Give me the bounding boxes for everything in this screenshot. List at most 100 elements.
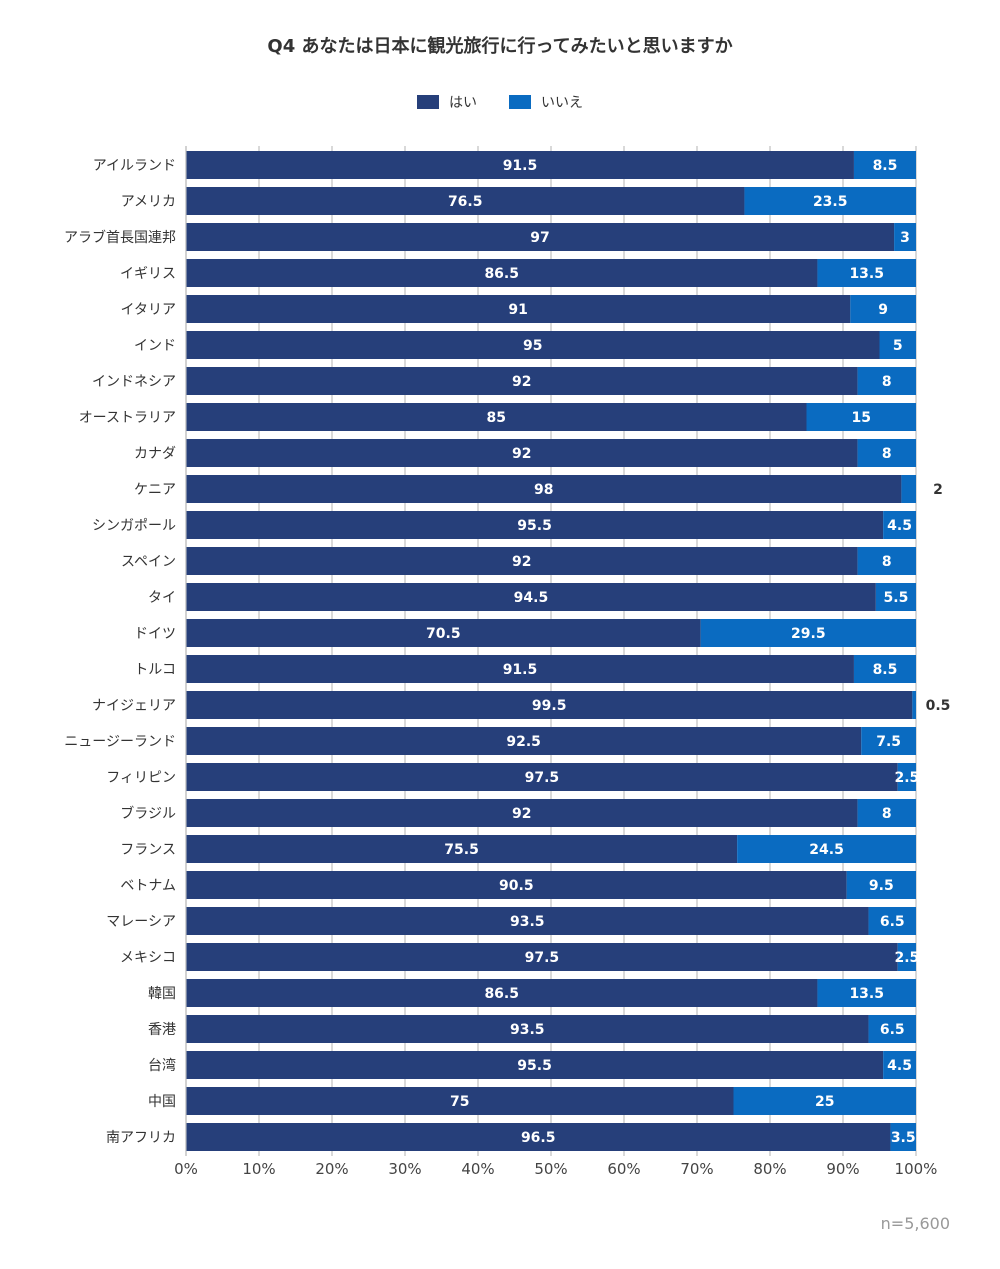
legend: はい いいえ: [0, 92, 1000, 112]
bar-segment-yes: [186, 655, 854, 683]
category-label: トルコ: [134, 662, 176, 678]
bar-segment-yes: [186, 871, 847, 899]
bar-segment-yes: [186, 583, 876, 611]
category-label: ナイジェリア: [92, 698, 176, 714]
bar-segment-no: [817, 979, 916, 1007]
x-tick-label: 0%: [174, 1160, 198, 1178]
x-tick-label: 50%: [534, 1160, 567, 1178]
category-label: フィリピン: [106, 770, 176, 786]
category-label: アメリカ: [121, 194, 176, 210]
category-label: メキシコ: [120, 950, 176, 966]
chart-title: Q4 あなたは日本に観光旅行に行ってみたいと思いますか: [267, 36, 733, 57]
bar-segment-yes: [186, 1087, 734, 1115]
data-label-no: 6.5: [880, 914, 905, 930]
category-label: タイ: [148, 590, 176, 606]
bar-segment-yes: [186, 547, 858, 575]
bar-segment-no: [737, 835, 916, 863]
data-label-no: 7.5: [876, 734, 901, 750]
legend-item-yes: はい: [417, 92, 477, 112]
x-tick-label: 40%: [461, 1160, 494, 1178]
category-label: シンガポール: [92, 518, 176, 534]
data-label-yes: 97.5: [525, 950, 560, 966]
bar-segment-yes: [186, 943, 898, 971]
x-tick-label: 90%: [826, 1160, 859, 1178]
bar-segment-yes: [186, 799, 858, 827]
bar-segment-yes: [186, 691, 913, 719]
data-label-no: 2: [933, 482, 943, 498]
category-label: マレーシア: [106, 914, 176, 930]
data-label-yes: 86.5: [484, 986, 519, 1002]
category-label: イタリア: [121, 302, 176, 318]
legend-swatch-yes: [417, 95, 439, 109]
data-label-yes: 92: [512, 446, 531, 462]
bar-segment-yes: [186, 1051, 884, 1079]
data-label-yes: 97.5: [525, 770, 560, 786]
data-label-no: 8: [882, 554, 892, 570]
bar-segment-no: [883, 1051, 916, 1079]
sample-size-note: n=5,600: [880, 1214, 950, 1233]
data-label-no: 23.5: [813, 194, 848, 210]
bar-segment-yes: [186, 619, 701, 647]
bar-segment-no: [857, 547, 916, 575]
data-label-no: 3: [900, 230, 910, 246]
bar-segment-no: [875, 583, 916, 611]
data-label-no: 8.5: [873, 158, 898, 174]
data-label-yes: 95.5: [517, 518, 552, 534]
bar-segment-yes: [186, 763, 898, 791]
bar-segment-no: [901, 475, 916, 503]
category-label: スペイン: [121, 554, 176, 570]
x-tick-label: 80%: [753, 1160, 786, 1178]
bar-segment-no: [883, 511, 916, 539]
x-tick-label: 30%: [388, 1160, 421, 1178]
category-label: イギリス: [120, 266, 176, 282]
data-label-yes: 92: [512, 554, 531, 570]
category-label: 台湾: [148, 1057, 176, 1074]
data-label-yes: 93.5: [510, 1022, 545, 1038]
x-tick-label: 100%: [895, 1160, 938, 1178]
category-label: カナダ: [134, 446, 176, 462]
bar-segment-no: [857, 799, 916, 827]
legend-label-yes: はい: [449, 95, 477, 111]
bar-segment-yes: [186, 979, 818, 1007]
bar-segment-yes: [186, 1015, 869, 1043]
data-label-yes: 91.5: [503, 662, 538, 678]
data-label-yes: 99.5: [532, 698, 567, 714]
data-label-no: 9.5: [869, 878, 894, 894]
data-label-yes: 76.5: [448, 194, 483, 210]
category-label: 中国: [148, 1094, 176, 1110]
category-label: インド: [134, 338, 176, 354]
data-label-no: 8.5: [873, 662, 898, 678]
bar-segment-yes: [186, 475, 902, 503]
data-label-yes: 95.5: [517, 1058, 552, 1074]
bar-segment-no: [879, 331, 916, 359]
data-label-yes: 75: [450, 1094, 469, 1110]
bar-segment-no: [912, 691, 916, 719]
bar-segment-no: [817, 259, 916, 287]
bar-segment-no: [700, 619, 916, 647]
category-label: アラブ首長国連邦: [64, 229, 176, 246]
data-label-yes: 91: [508, 302, 527, 318]
legend-item-no: いいえ: [509, 92, 583, 112]
category-label: フランス: [120, 842, 176, 858]
bar-segment-yes: [186, 727, 862, 755]
bar-segment-yes: [186, 187, 745, 215]
data-label-no: 29.5: [791, 626, 826, 642]
data-label-no: 8: [882, 806, 892, 822]
bar-segment-no: [868, 1015, 916, 1043]
category-label: アイルランド: [93, 158, 176, 174]
data-label-no: 2.5: [894, 950, 919, 966]
category-label: 香港: [148, 1022, 176, 1038]
bar-segment-no: [850, 295, 916, 323]
bar-segment-no: [853, 655, 916, 683]
data-label-no: 13.5: [849, 266, 884, 282]
data-label-no: 15: [852, 410, 871, 426]
category-label: 南アフリカ: [106, 1130, 176, 1146]
data-label-yes: 85: [487, 410, 506, 426]
category-label: ドイツ: [134, 626, 176, 642]
data-label-yes: 70.5: [426, 626, 461, 642]
data-label-yes: 95: [523, 338, 542, 354]
data-label-yes: 94.5: [514, 590, 549, 606]
data-label-no: 9: [878, 302, 888, 318]
data-label-no: 0.5: [926, 698, 951, 714]
bar-segment-no: [861, 727, 916, 755]
